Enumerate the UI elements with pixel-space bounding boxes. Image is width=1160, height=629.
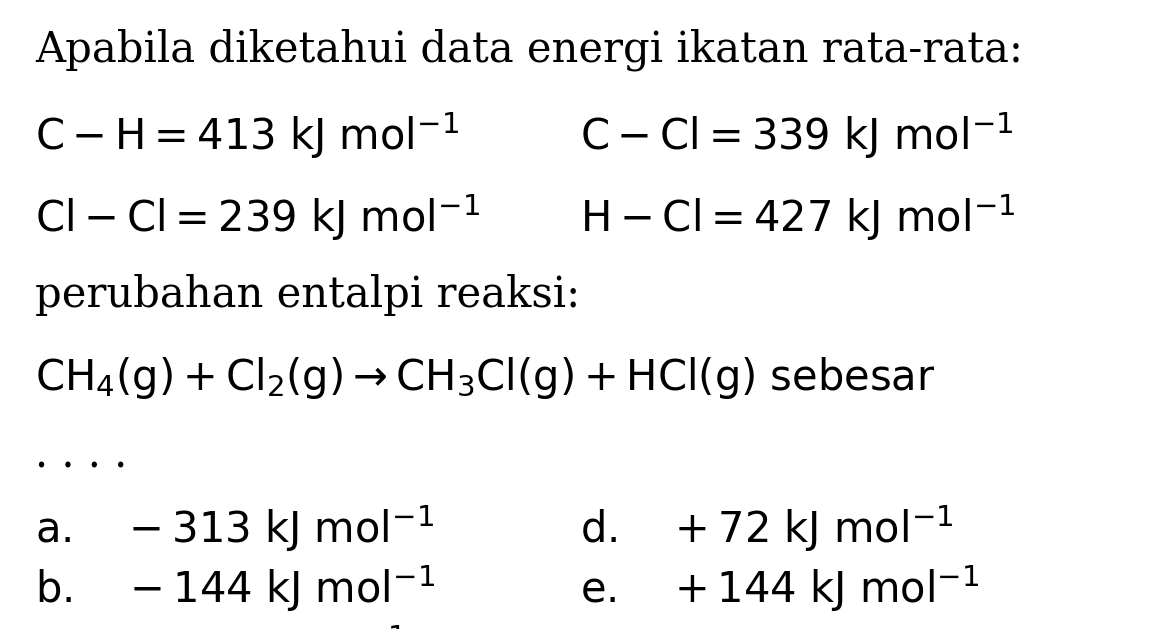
Text: $\mathsf{d.\quad +72\ kJ\ mol^{-1}}$: $\mathsf{d.\quad +72\ kJ\ mol^{-1}}$	[580, 503, 954, 554]
Text: $\mathsf{c.\quad -72\ kJ\ mol^{-1}}$: $\mathsf{c.\quad -72\ kJ\ mol^{-1}}$	[35, 623, 405, 629]
Text: $\mathsf{a.\quad -313\ kJ\ mol^{-1}}$: $\mathsf{a.\quad -313\ kJ\ mol^{-1}}$	[35, 503, 434, 554]
Text: $\mathsf{H-Cl=427\ kJ\ mol^{-1}}$: $\mathsf{H-Cl=427\ kJ\ mol^{-1}}$	[580, 192, 1016, 243]
Text: $\mathsf{C-H=413\ kJ\ mol^{-1}}$: $\mathsf{C-H=413\ kJ\ mol^{-1}}$	[35, 110, 459, 161]
Text: $\mathsf{Cl-Cl=239\ kJ\ mol^{-1}}$: $\mathsf{Cl-Cl=239\ kJ\ mol^{-1}}$	[35, 192, 480, 243]
Text: $\mathsf{e.\quad +144\ kJ\ mol^{-1}}$: $\mathsf{e.\quad +144\ kJ\ mol^{-1}}$	[580, 563, 979, 614]
Text: perubahan entalpi reaksi:: perubahan entalpi reaksi:	[35, 274, 580, 316]
Text: $\mathsf{b.\quad -144\ kJ\ mol^{-1}}$: $\mathsf{b.\quad -144\ kJ\ mol^{-1}}$	[35, 563, 435, 614]
Text: . . . .: . . . .	[35, 434, 128, 476]
Text: $\mathsf{CH_4(g)+Cl_2(g)\rightarrow CH_3Cl(g)+HCl(g)\ sebesar}$: $\mathsf{CH_4(g)+Cl_2(g)\rightarrow CH_3…	[35, 355, 935, 401]
Text: $\mathsf{C-Cl=339\ kJ\ mol^{-1}}$: $\mathsf{C-Cl=339\ kJ\ mol^{-1}}$	[580, 110, 1014, 161]
Text: Apabila diketahui data energi ikatan rata-rata:: Apabila diketahui data energi ikatan rat…	[35, 28, 1023, 71]
